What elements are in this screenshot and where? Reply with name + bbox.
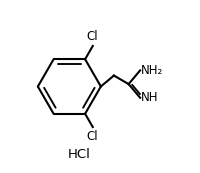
Text: HCl: HCl <box>68 148 91 161</box>
Text: Cl: Cl <box>86 130 98 143</box>
Text: Cl: Cl <box>86 30 98 43</box>
Text: NH: NH <box>141 91 158 104</box>
Text: NH₂: NH₂ <box>141 64 163 77</box>
